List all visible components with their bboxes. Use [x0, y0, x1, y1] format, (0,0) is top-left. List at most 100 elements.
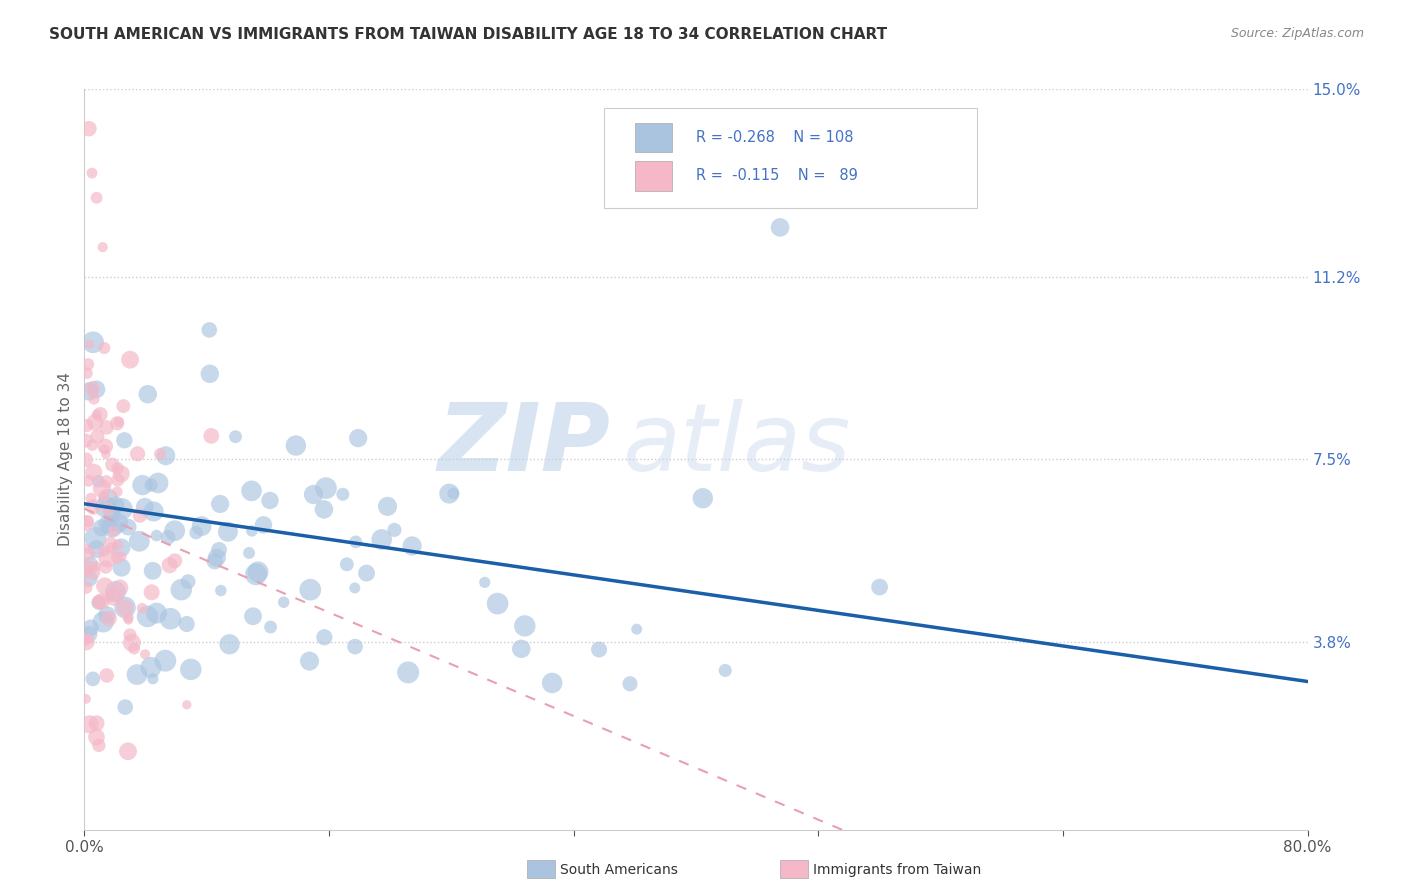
Point [100, 590, 122, 604]
Point [75, 452, 97, 467]
Point [93, 544, 115, 558]
Point [114, 600, 136, 615]
Point [141, 585, 163, 599]
Point [240, 524, 263, 538]
Point [104, 584, 127, 599]
Point [117, 610, 139, 624]
Point [170, 582, 193, 597]
Point [110, 467, 132, 481]
Point [107, 516, 129, 530]
Point [105, 550, 128, 565]
Point [139, 660, 162, 674]
Point [370, 533, 392, 547]
Point [714, 664, 737, 678]
Point [94, 448, 117, 462]
Point [107, 461, 129, 475]
Point [247, 565, 270, 579]
Point [82, 438, 104, 452]
Point [314, 630, 336, 644]
Point [75, 434, 97, 448]
Text: South Americans: South Americans [560, 863, 678, 877]
Point [209, 497, 232, 511]
Point [103, 524, 125, 538]
Point [86, 730, 108, 744]
Point [80, 491, 103, 506]
Point [89, 595, 111, 609]
Point [157, 530, 180, 544]
Point [77, 121, 100, 136]
Point [76, 514, 98, 528]
Point [77, 474, 100, 488]
Point [86, 429, 108, 443]
Point [77, 547, 100, 561]
Point [259, 493, 281, 508]
Point [101, 519, 124, 533]
Point [205, 550, 228, 565]
Point [401, 539, 423, 553]
Point [118, 628, 141, 642]
Point [87, 596, 110, 610]
Point [82, 382, 104, 396]
Point [145, 606, 167, 620]
Point [252, 517, 274, 532]
Point [176, 617, 198, 632]
Point [128, 534, 150, 549]
Point [107, 538, 129, 552]
Point [117, 744, 139, 758]
Point [312, 502, 335, 516]
Point [107, 473, 129, 487]
Point [336, 558, 359, 572]
Point [155, 654, 177, 668]
Point [96, 475, 118, 489]
Point [101, 458, 124, 472]
Point [619, 677, 641, 691]
Bar [636, 161, 672, 191]
Point [82, 672, 104, 686]
Point [87, 739, 110, 753]
Point [112, 434, 135, 448]
Point [343, 581, 366, 595]
Point [344, 640, 367, 654]
Point [163, 524, 186, 538]
Point [588, 642, 610, 657]
Point [299, 582, 322, 597]
Point [108, 415, 131, 429]
Point [298, 654, 321, 668]
Point [75, 541, 97, 556]
Point [79, 337, 101, 351]
Point [190, 519, 212, 533]
Point [218, 637, 240, 651]
Point [110, 560, 132, 574]
Point [83, 392, 105, 406]
Point [75, 634, 97, 648]
Point [82, 566, 104, 580]
Point [79, 717, 101, 731]
Point [77, 384, 100, 399]
Point [75, 580, 97, 594]
Point [127, 447, 149, 461]
Point [869, 580, 891, 594]
Point [176, 698, 198, 712]
Text: atlas: atlas [623, 399, 851, 490]
Point [91, 240, 114, 254]
Point [149, 447, 172, 461]
Bar [636, 122, 672, 153]
FancyBboxPatch shape [605, 108, 977, 208]
Point [90, 521, 112, 535]
Point [75, 564, 97, 578]
Point [93, 490, 115, 504]
Point [242, 609, 264, 624]
Text: Source: ZipAtlas.com: Source: ZipAtlas.com [1230, 27, 1364, 40]
Point [114, 600, 136, 615]
Point [100, 541, 122, 556]
Point [86, 383, 108, 397]
Point [142, 564, 165, 578]
Point [117, 613, 139, 627]
Point [93, 579, 115, 593]
Y-axis label: Disability Age 18 to 34: Disability Age 18 to 34 [58, 372, 73, 547]
Point [332, 487, 354, 501]
Point [541, 676, 564, 690]
Point [129, 508, 152, 523]
Point [344, 534, 367, 549]
Point [97, 611, 120, 625]
